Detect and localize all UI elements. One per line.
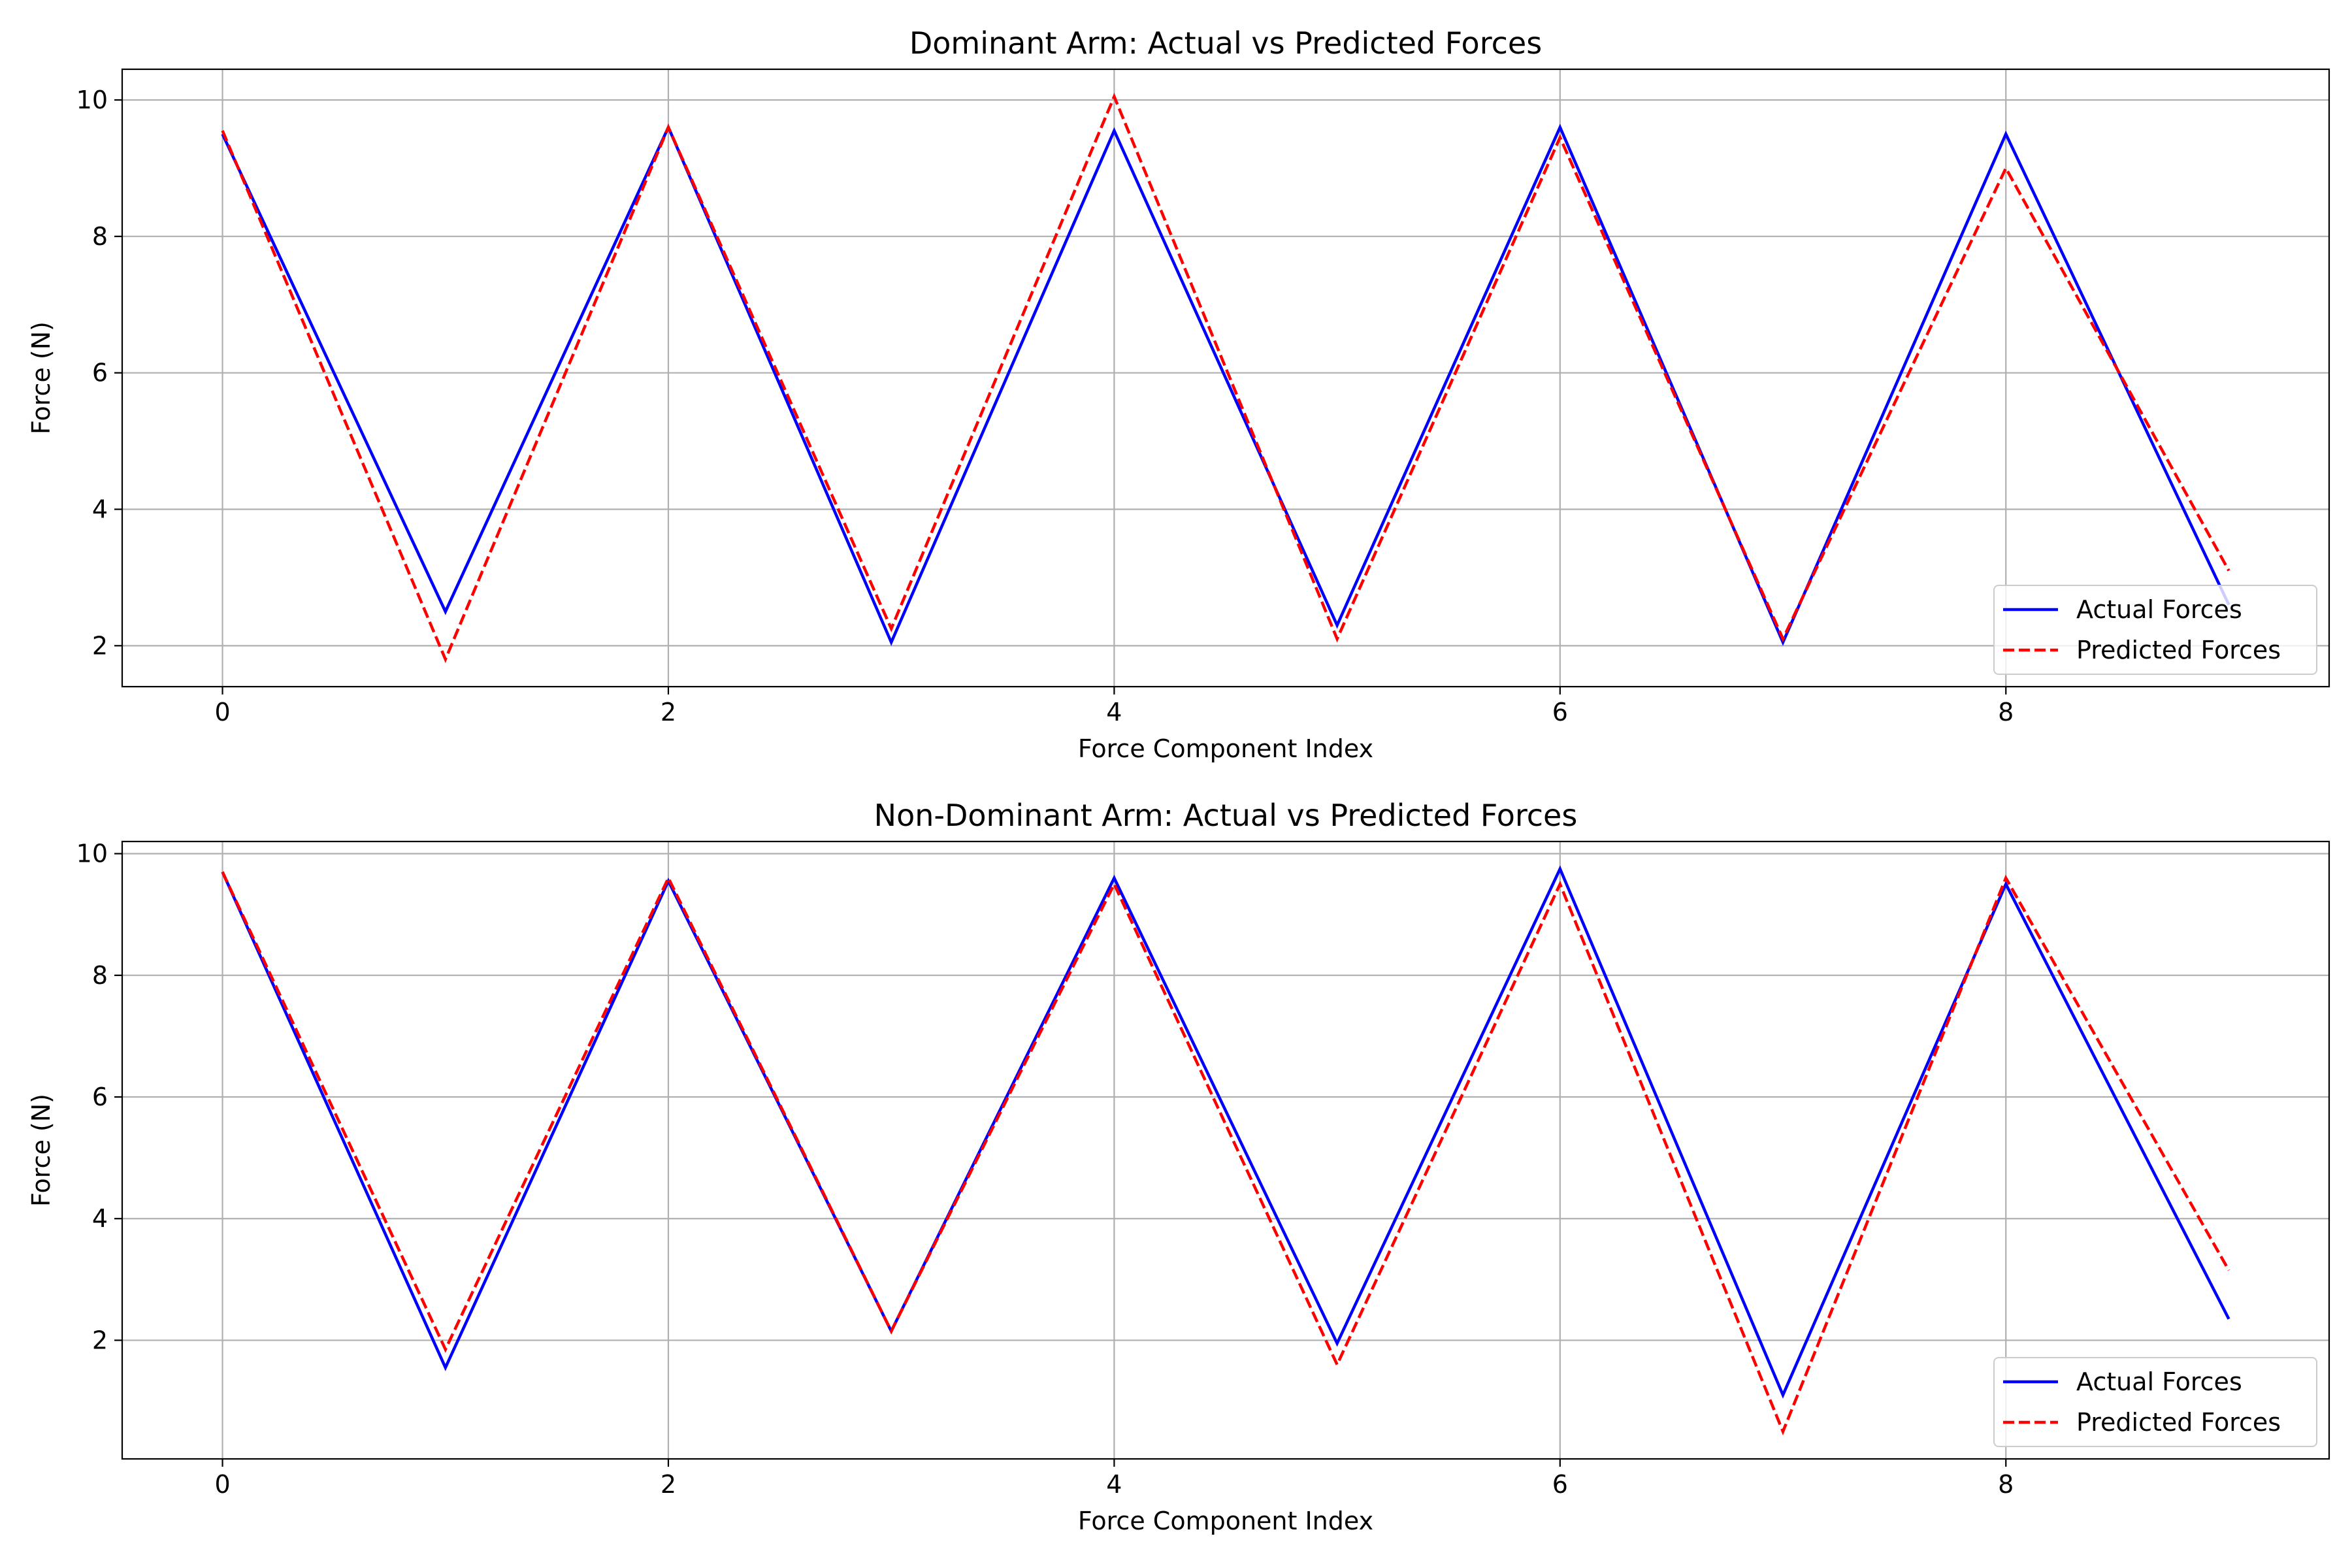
- y-tick-label: 2: [92, 631, 108, 660]
- y-tick-label: 6: [92, 359, 108, 387]
- y-tick-label: 8: [92, 222, 108, 251]
- legend-label-actual: Actual Forces: [2076, 1367, 2242, 1396]
- series-line-actual: [221, 123, 2230, 646]
- chart-title: Non-Dominant Arm: Actual vs Predicted Fo…: [874, 798, 1578, 833]
- chart-dominant-arm: 0 2 4 6 8 2 4 6 8 10 Dominant Arm: Actual vs Pred…: [27, 25, 2330, 763]
- legend-box: [1993, 585, 2317, 675]
- y-axis-label: Force (N): [27, 321, 56, 434]
- legend-box: [1993, 1357, 2317, 1447]
- x-tick-label: 8: [1998, 698, 2014, 727]
- plot-frame: [121, 840, 2330, 1460]
- legend: Actual Forces Predicted Forces: [1993, 1357, 2317, 1447]
- x-tick-label: 8: [1998, 1470, 2014, 1499]
- x-tick-label: 6: [1552, 698, 1568, 727]
- y-tick-label: 10: [76, 840, 108, 868]
- legend-label-actual: Actual Forces: [2076, 595, 2242, 624]
- x-tick-label: 2: [661, 698, 676, 727]
- x-tick-label: 4: [1106, 698, 1122, 727]
- x-tick-label: 0: [214, 698, 230, 727]
- y-tick-label: 2: [92, 1326, 108, 1354]
- series-line-actual: [221, 865, 2230, 1399]
- legend-label-predicted: Predicted Forces: [2076, 1408, 2281, 1437]
- x-axis-label: Force Component Index: [1078, 734, 1373, 763]
- chart-title: Dominant Arm: Actual vs Predicted Forces: [909, 25, 1542, 61]
- legend-label-predicted: Predicted Forces: [2076, 636, 2281, 664]
- x-tick-label: 2: [661, 1470, 676, 1499]
- y-tick-label: 4: [92, 1204, 108, 1233]
- chart-non-dominant-arm: 0 2 4 6 8 2 4 6 8 10 Non-Dominant Arm: Actual vs …: [27, 798, 2330, 1535]
- x-tick-label: 4: [1106, 1470, 1122, 1499]
- y-tick-label: 8: [92, 961, 108, 990]
- x-axis-label: Force Component Index: [1078, 1507, 1373, 1535]
- x-tick-label: 0: [214, 1470, 230, 1499]
- y-tick-label: 4: [92, 495, 108, 524]
- legend: Actual Forces Predicted Forces: [1993, 585, 2317, 675]
- y-tick-label: 6: [92, 1083, 108, 1111]
- series-line-predicted: [221, 871, 2230, 1436]
- plot-frame: [121, 68, 2330, 688]
- series-line-predicted: [221, 92, 2230, 664]
- y-axis-label: Force (N): [27, 1094, 56, 1207]
- x-tick-label: 6: [1552, 1470, 1568, 1499]
- y-tick-label: 10: [76, 86, 108, 114]
